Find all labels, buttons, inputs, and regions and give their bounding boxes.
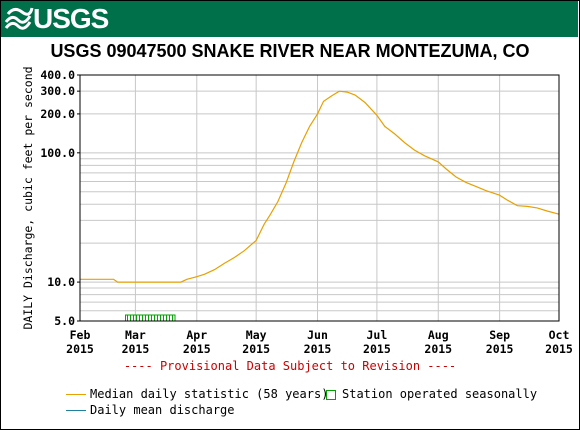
y-tick-label: 5.0 <box>54 314 75 328</box>
x-tick-label-year: 2015 <box>242 342 270 356</box>
y-axis-label: DAILY Discharge, cubic feet per second <box>21 66 35 329</box>
series-lines <box>80 90 560 283</box>
y-tick-label: 300.0 <box>40 84 75 98</box>
usgs-logo-text: USGS <box>33 3 109 34</box>
seasonal-band <box>125 314 176 322</box>
x-tick-label-month: Sep <box>489 328 510 342</box>
usgs-wave-logo-icon <box>4 7 34 30</box>
x-tick-label-year: 2015 <box>304 342 332 356</box>
usgs-banner: USGS <box>1 1 578 37</box>
grid-lines <box>80 75 559 321</box>
x-tick-label-year: 2015 <box>183 342 211 356</box>
y-tick-label: 200.0 <box>40 107 75 121</box>
x-tick-label-month: Oct <box>549 328 570 342</box>
provisional-note: ---- Provisional Data Subject to Revisio… <box>123 359 457 373</box>
legend-item-seasonal: Station operated seasonally <box>320 387 537 401</box>
x-tick-label-month: Jun <box>307 328 328 342</box>
legend-swatch-daily-mean <box>66 410 86 411</box>
legend-label-median: Median daily statistic (58 years) <box>90 387 329 401</box>
plot-area-border <box>79 74 560 322</box>
y-tick-label: 400.0 <box>40 68 75 82</box>
x-tick-label-month: Aug <box>428 328 449 342</box>
x-tick-label-month: May <box>246 328 267 342</box>
x-tick-label-month: Feb <box>70 328 91 342</box>
y-tick-labels: 5.0 10.0 100.0 200.0 300.0 400.0 <box>40 68 80 328</box>
legend-item-median: Median daily statistic (58 years) <box>66 387 328 401</box>
x-tick-label-year: 2015 <box>363 342 391 356</box>
x-tick-label-year: 2015 <box>424 342 452 356</box>
x-tick-label-year: 2015 <box>66 342 94 356</box>
series-line-median <box>80 90 560 283</box>
x-tick-labels: Feb2015Mar2015Apr2015May2015Jun2015Jul20… <box>66 328 573 356</box>
legend-item-daily-mean: Daily mean discharge <box>66 403 235 417</box>
legend-label-daily-mean: Daily mean discharge <box>90 403 235 417</box>
legend-swatch-seasonal <box>326 389 336 400</box>
x-tick-label-year: 2015 <box>122 342 150 356</box>
x-tick-label-year: 2015 <box>486 342 514 356</box>
x-tick-label-month: Mar <box>125 328 146 342</box>
y-tick-label: 10.0 <box>47 275 75 289</box>
seasonal-band-box <box>125 314 176 322</box>
x-tick-label-month: Apr <box>186 328 207 342</box>
legend-swatch-median <box>66 394 86 395</box>
x-tick-label-year: 2015 <box>545 342 573 356</box>
chart-title: USGS 09047500 SNAKE RIVER NEAR MONTEZUMA… <box>50 41 530 61</box>
legend-label-seasonal: Station operated seasonally <box>342 387 538 401</box>
y-tick-label: 100.0 <box>40 146 75 160</box>
x-tick-label-month: Jul <box>367 328 388 342</box>
